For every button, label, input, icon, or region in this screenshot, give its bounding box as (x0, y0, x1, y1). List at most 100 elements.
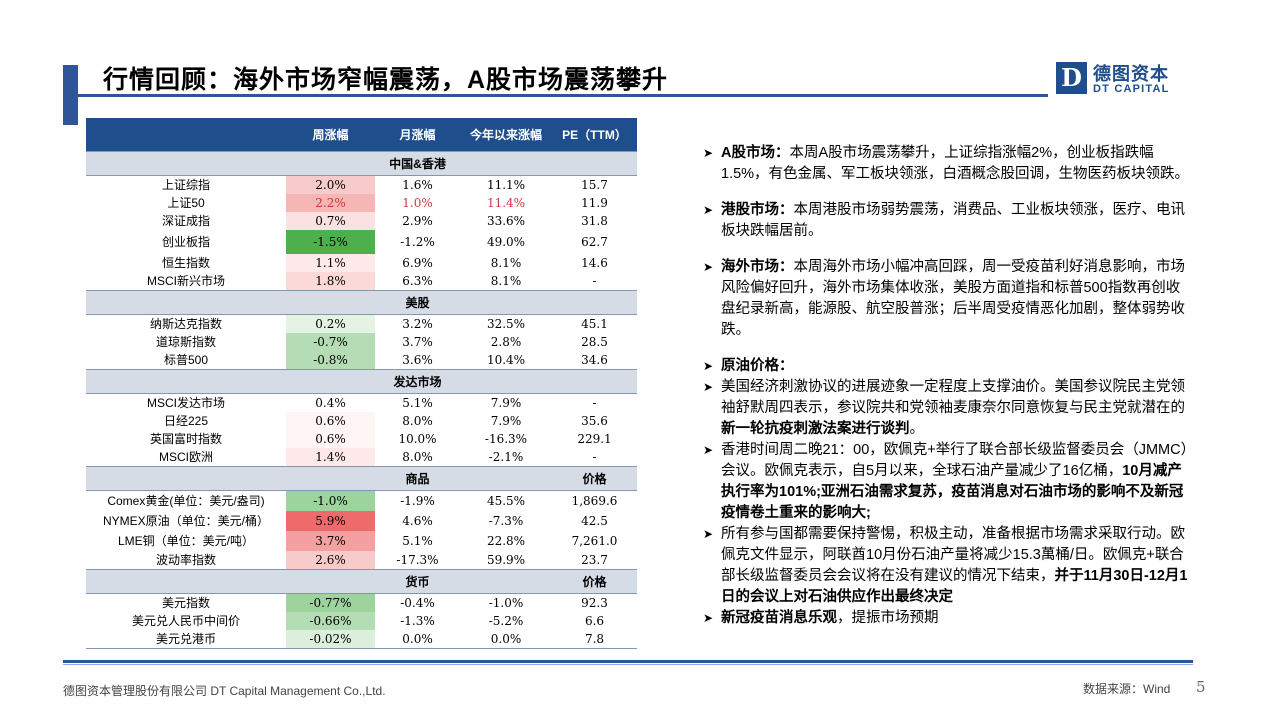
row-month: -0.4% (400, 595, 435, 610)
bullet-arrow-icon: ➤ (703, 527, 714, 541)
row-week: 1.4% (286, 447, 375, 466)
row-ytd: 8.1% (490, 273, 522, 288)
row-month: 0.0% (402, 631, 433, 646)
row-name: MSCI欧洲 (158, 449, 213, 464)
table-row: 上证50 2.2% 1.0% 11.4% 11.9 (86, 193, 637, 212)
table-row: MSCI欧洲 1.4% 8.0% -2.1% - (86, 447, 637, 466)
logo-chinese-name: 德图资本 (1093, 64, 1169, 84)
row-week: 3.7% (286, 530, 375, 551)
row-week: 0.4% (286, 393, 375, 412)
row-week: 1.8% (286, 271, 375, 290)
row-name: 美元兑人民币中间价 (131, 613, 240, 628)
bullet-arrow-icon: ➤ (703, 380, 714, 394)
row-pe: 1,869.6 (571, 493, 618, 508)
row-ytd: 22.8% (486, 533, 526, 548)
row-month: 8.0% (402, 449, 433, 464)
row-pe: 62.7 (581, 234, 608, 249)
section-extra (552, 289, 637, 315)
section-title: 发达市场 (375, 368, 460, 394)
row-name: 深证成指 (161, 213, 210, 228)
row-pe: 31.8 (581, 213, 608, 228)
row-name: MSCI发达市场 (146, 395, 225, 410)
bullet-arrow-icon: ➤ (703, 203, 714, 217)
row-week: -0.66% (286, 611, 375, 630)
table-header-row: 周涨幅 月涨幅 今年以来涨幅 PE（TTM） (86, 118, 637, 151)
row-pe: 7,261.0 (571, 533, 618, 548)
row-ytd: 2.8% (490, 334, 522, 349)
bullet-arrow-icon: ➤ (703, 359, 714, 373)
column-header-name (86, 118, 286, 151)
page-number: 5 (1196, 678, 1206, 696)
row-pe: 7.8 (584, 631, 605, 646)
note-lead: A股市场： (721, 145, 790, 161)
row-name: LME铜（单位：美元/吨） (117, 533, 254, 548)
table-row: 美元兑港币 -0.02% 0.0% 0.0% 7.8 (86, 629, 637, 648)
row-month: 3.6% (402, 352, 433, 367)
row-month: 1.6% (402, 177, 433, 192)
row-month: 2.9% (402, 213, 433, 228)
row-week: 2.0% (286, 175, 375, 194)
row-week: -0.77% (286, 593, 375, 612)
section-extra: 价格 (552, 465, 637, 491)
row-ytd: 7.9% (490, 395, 522, 410)
section-title: 商品 (375, 465, 460, 491)
row-ytd: 49.0% (486, 234, 526, 249)
footer-data-source: 数据来源：Wind (1083, 682, 1171, 696)
note-text: 本周海外市场小幅冲高回踩，周一受疫苗利好消息影响，市场风险偏好回升，海外市场集体… (721, 259, 1185, 338)
section-title: 美股 (375, 289, 460, 315)
row-ytd: 45.5% (486, 493, 526, 508)
bullet-arrow-icon: ➤ (703, 260, 714, 274)
section-extra (552, 150, 637, 176)
row-ytd: -2.1% (488, 449, 524, 464)
row-month: 3.7% (402, 334, 433, 349)
row-month: 10.0% (398, 431, 437, 446)
row-pe: 42.5 (581, 513, 608, 528)
row-name: 恒生指数 (161, 255, 210, 270)
row-month: -1.3% (400, 613, 435, 628)
column-header-week: 周涨幅 (286, 118, 375, 151)
row-week: 1.1% (286, 253, 375, 272)
footer-company: 德图资本管理股份有限公司 DT Capital Management Co.,L… (63, 684, 386, 698)
row-pe: 229.1 (577, 431, 612, 446)
row-name: 标普500 (163, 352, 209, 367)
row-pe: 11.9 (581, 195, 608, 210)
section-row-currency: 货币 价格 (86, 568, 637, 594)
bullet-arrow-icon: ➤ (703, 443, 714, 457)
table-row: 纳斯达克指数 0.2% 3.2% 32.5% 45.1 (86, 314, 637, 333)
note-lead: 港股市场： (721, 202, 794, 218)
note-text: 美国经济刺激协议的进展迹象一定程度上支撑油价。美国参议院民主党领袖舒默周四表示，… (721, 379, 1185, 416)
row-ytd: 11.4% (486, 195, 526, 210)
row-week: 2.2% (286, 193, 375, 212)
table-row: LME铜（单位：美元/吨） 3.7% 5.1% 22.8% 7,261.0 (86, 530, 637, 551)
section-title: 货币 (375, 568, 460, 594)
row-month: 3.2% (402, 316, 433, 331)
section-title: 中国&香港 (375, 150, 460, 176)
row-month: -1.2% (400, 234, 435, 249)
row-pe: 34.6 (581, 352, 608, 367)
row-ytd: 8.1% (490, 255, 522, 270)
row-ytd: -7.3% (488, 513, 524, 528)
row-name: 英国富时指数 (149, 431, 222, 446)
page-title: 行情回顾：海外市场窄幅震荡，A股市场震荡攀升 (103, 66, 669, 94)
note-emphasis: 新一轮抗疫刺激法案进行谈判 (721, 421, 910, 437)
row-name: 日经225 (163, 413, 209, 428)
row-month: -1.9% (400, 493, 435, 508)
row-name: 纳斯达克指数 (149, 316, 222, 331)
table-row: 恒生指数 1.1% 6.9% 8.1% 14.6 (86, 253, 637, 272)
section-extra: 价格 (552, 568, 637, 594)
row-week: -0.02% (286, 629, 375, 648)
table-row: 深证成指 0.7% 2.9% 33.6% 31.8 (86, 211, 637, 230)
row-month: 4.6% (402, 513, 433, 528)
header-divider (63, 94, 1048, 97)
row-month: 5.1% (402, 395, 433, 410)
footer-divider (63, 660, 1193, 663)
row-name: 道琼斯指数 (155, 334, 216, 349)
row-month: 6.9% (402, 255, 433, 270)
row-week: 0.2% (286, 314, 375, 333)
row-pe: - (592, 395, 597, 410)
row-name: 美元兑港币 (155, 631, 216, 646)
table-row: 道琼斯指数 -0.7% 3.7% 2.8% 28.5 (86, 332, 637, 351)
note-emphasis: 并于11月30日-12月1日的会议上对石油供应作出最终决定 (721, 568, 1188, 605)
row-ytd: 7.9% (490, 413, 522, 428)
row-week: -1.5% (286, 229, 375, 254)
